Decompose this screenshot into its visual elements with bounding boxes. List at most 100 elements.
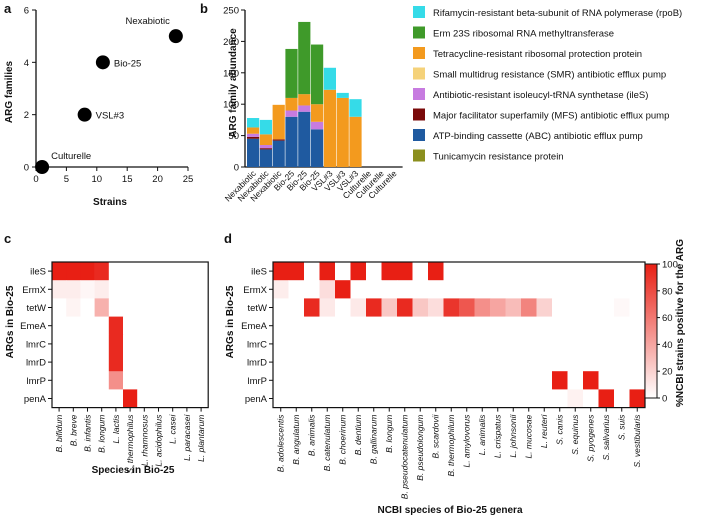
d-cell — [583, 371, 599, 390]
d-cell — [304, 353, 320, 372]
c-cell — [194, 298, 209, 317]
a-y-tick-label: 4 — [24, 58, 29, 69]
d-cell — [428, 353, 444, 372]
a-x-tick-label: 25 — [183, 174, 194, 185]
c-cell — [66, 280, 81, 299]
colorbar-label: %NCBI strains positive for the ARG — [675, 239, 686, 407]
d-cell — [505, 353, 522, 372]
d-cell — [319, 262, 336, 281]
d-col-label: L. mucosae — [524, 414, 534, 458]
b-bar-segment — [272, 104, 285, 140]
panel-a-ylabel: ARG families — [4, 60, 15, 123]
d-cell — [273, 353, 289, 372]
d-col-label: L. reuteri — [539, 413, 549, 448]
d-cell — [505, 371, 522, 390]
c-cell — [194, 262, 209, 281]
d-cell — [397, 262, 413, 281]
d-cell — [288, 316, 305, 336]
d-cell — [583, 334, 599, 354]
d-cell — [397, 353, 413, 372]
c-cell — [179, 353, 195, 372]
d-cell — [459, 316, 475, 336]
c-cell — [151, 262, 166, 281]
a-point — [35, 160, 50, 174]
d-cell — [443, 298, 460, 317]
d-cell — [459, 334, 475, 354]
d-cell — [490, 262, 506, 281]
c-cell — [165, 334, 181, 354]
d-col-label: S. vestibularis — [632, 414, 642, 468]
d-cell — [474, 334, 491, 354]
c-cell — [179, 389, 195, 408]
d-cell — [536, 334, 553, 354]
d-cell — [319, 316, 336, 336]
c-cell — [137, 262, 152, 281]
d-cell — [273, 262, 289, 281]
c-col-label: L. lactis — [111, 414, 121, 444]
d-row-label: EmeA — [241, 321, 268, 332]
c-cell — [80, 280, 95, 299]
d-cell — [366, 298, 382, 317]
d-col-label: L. animalis — [477, 414, 487, 455]
d-cell — [319, 298, 336, 317]
c-cell — [151, 316, 166, 336]
d-cell — [381, 334, 398, 354]
colorbar-tick-label: 100 — [662, 260, 678, 271]
a-point-label: Culturelle — [51, 151, 91, 162]
b-legend-label: Tetracycline-resistant ribosomal protect… — [433, 49, 642, 60]
d-row-label: tetW — [247, 303, 267, 314]
d-cell — [335, 371, 351, 390]
d-cell — [598, 334, 615, 354]
d-cell — [567, 334, 584, 354]
c-cell — [194, 371, 209, 390]
b-legend-label: ATP-binding cassette (ABC) antibiotic ef… — [433, 131, 643, 142]
d-cell — [304, 280, 320, 299]
b-legend-swatch — [413, 26, 425, 39]
c-cell — [165, 316, 181, 336]
d-cell — [614, 298, 630, 317]
d-cell — [350, 371, 367, 390]
d-col-label: B. gallinarum — [369, 415, 379, 465]
d-cell — [304, 298, 320, 317]
b-bar-segment — [285, 110, 298, 117]
b-bar-segment — [285, 48, 298, 98]
c-cell — [151, 280, 166, 299]
d-cell — [366, 316, 382, 336]
d-cell — [598, 298, 615, 317]
b-bar-segment — [323, 67, 336, 90]
d-cell — [629, 334, 646, 354]
panel-b-ylabel: ARG family abundance — [228, 28, 239, 138]
c-col-label: B. bifidum — [54, 415, 64, 453]
d-cell — [350, 353, 367, 372]
c-cell — [194, 353, 209, 372]
d-cell — [273, 316, 289, 336]
d-cell — [629, 316, 646, 336]
c-cell — [179, 371, 195, 390]
d-cell — [567, 353, 584, 372]
b-y-tick-label: 250 — [223, 6, 239, 17]
d-cell — [505, 262, 522, 281]
d-cell — [273, 280, 289, 299]
d-cell — [397, 316, 413, 336]
c-cell — [137, 298, 152, 317]
d-cell — [490, 353, 506, 372]
a-x-tick-label: 20 — [152, 174, 163, 185]
c-cell — [108, 353, 124, 372]
d-cell — [552, 371, 568, 390]
c-row-label: lmrD — [26, 358, 46, 369]
d-cell — [335, 334, 351, 354]
d-col-label: S. suis — [617, 414, 627, 440]
d-cell — [614, 280, 630, 299]
d-cell — [474, 371, 491, 390]
d-cell — [521, 389, 537, 408]
d-cell — [412, 353, 429, 372]
b-bar-segment — [259, 119, 272, 135]
d-cell — [366, 262, 382, 281]
c-cell — [165, 298, 181, 317]
panel-c-ylabel: ARGs in Bio-25 — [5, 285, 16, 358]
d-cell — [614, 262, 630, 281]
b-bar-segment — [298, 105, 311, 112]
a-x-tick-label: 15 — [122, 174, 133, 185]
d-cell — [583, 280, 599, 299]
